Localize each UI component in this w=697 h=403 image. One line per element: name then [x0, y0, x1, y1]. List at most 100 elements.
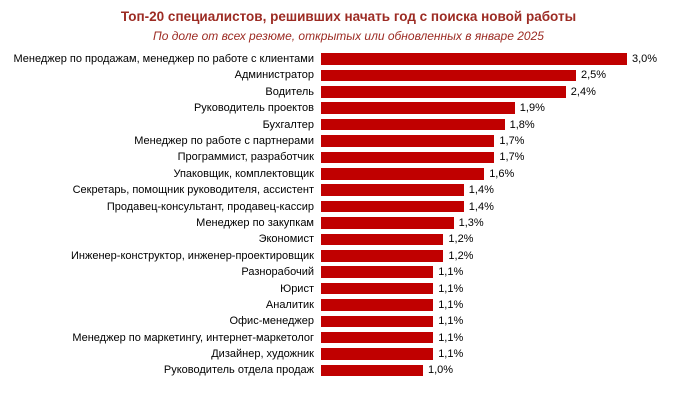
value-label: 1,4%	[468, 200, 494, 213]
chart-row: Руководитель отдела продаж 1,0%	[0, 362, 697, 378]
value-label: 1,1%	[438, 348, 464, 361]
bar	[321, 151, 495, 164]
chart-row: Бухгалтер 1,8%	[0, 116, 697, 132]
chart-row: Администратор 2,5%	[0, 67, 697, 83]
category-label: Менеджер по продажам, менеджер по работе…	[13, 53, 314, 66]
bar-zone: 1,7%	[321, 133, 697, 149]
bar-zone: 1,6%	[321, 166, 697, 182]
category-label: Юрист	[280, 282, 314, 295]
bar	[321, 168, 485, 180]
chart-row: Водитель 2,4%	[0, 84, 697, 100]
chart-row: Юрист 1,1%	[0, 280, 697, 296]
bar	[321, 200, 464, 213]
value-label: 1,9%	[519, 102, 545, 115]
category-label: Программист, разработчик	[177, 151, 314, 164]
bar	[321, 86, 566, 98]
chart-header: Топ-20 специалистов, решивших начать год…	[0, 0, 697, 43]
bar-zone: 1,1%	[321, 346, 697, 362]
value-label: 1,7%	[499, 135, 525, 148]
bar	[321, 315, 434, 328]
chart-row: Продавец-консультант, продавец-кассир 1,4…	[0, 198, 697, 214]
bar-zone: 1,1%	[321, 297, 697, 313]
bar	[321, 282, 434, 295]
bar	[321, 364, 423, 377]
chart-row: Упаковщик, комплектовщик 1,6%	[0, 166, 697, 182]
category-label: Аналитик	[265, 298, 314, 311]
category-label: Продавец-консультант, продавец-кассир	[106, 200, 314, 213]
bar	[321, 299, 434, 311]
category-label: Экономист	[258, 233, 314, 246]
value-label: 1,7%	[499, 151, 525, 164]
chart-subtitle: По доле от всех резюме, открытых или обн…	[153, 28, 544, 43]
chart-plot-area: Менеджер по продажам, менеджер по работе…	[0, 51, 697, 379]
value-label: 1,1%	[438, 331, 464, 344]
value-label: 1,1%	[438, 315, 464, 328]
bar-zone: 1,1%	[321, 264, 697, 280]
chart-row: Секретарь, помощник руководителя, ассист…	[0, 182, 697, 198]
category-label: Водитель	[265, 85, 314, 98]
bar-zone: 1,1%	[321, 313, 697, 329]
bar-zone: 1,2%	[321, 248, 697, 264]
bar	[321, 331, 434, 344]
bar	[321, 53, 627, 65]
value-label: 1,8%	[509, 118, 535, 131]
chart-row: Менеджер по закупкам 1,3%	[0, 215, 697, 231]
bar	[321, 250, 444, 262]
category-label: Секретарь, помощник руководителя, ассист…	[72, 184, 314, 197]
bar	[321, 233, 444, 246]
category-label: Менеджер по маркетингу, интернет-маркето…	[72, 331, 314, 344]
chart-row: Программист, разработчик 1,7%	[0, 149, 697, 165]
bar-zone: 3,0%	[321, 51, 697, 67]
bar	[321, 69, 576, 82]
bar-zone: 2,5%	[321, 67, 697, 83]
value-label: 1,1%	[438, 298, 464, 311]
value-label: 2,4%	[570, 85, 596, 98]
chart-row: Офис-менеджер 1,1%	[0, 313, 697, 329]
bar-zone: 1,2%	[321, 231, 697, 247]
bar-zone: 1,8%	[321, 116, 697, 132]
chart-row: Экономист 1,2%	[0, 231, 697, 247]
chart-row: Аналитик 1,1%	[0, 297, 697, 313]
bar-zone: 2,4%	[321, 84, 697, 100]
bar	[321, 348, 434, 360]
bar-zone: 1,9%	[321, 100, 697, 116]
bar	[321, 266, 434, 278]
value-label: 1,0%	[428, 364, 454, 377]
category-label: Руководитель отдела продаж	[163, 364, 314, 377]
bar-zone: 1,4%	[321, 198, 697, 214]
chart-row: Разнорабочий 1,1%	[0, 264, 697, 280]
chart-row: Инженер-конструктор, инженер-проектировщ…	[0, 248, 697, 264]
category-label: Разнорабочий	[241, 266, 314, 279]
chart-row: Менеджер по продажам, менеджер по работе…	[0, 51, 697, 67]
value-label: 3,0%	[632, 53, 658, 66]
category-label: Упаковщик, комплектовщик	[173, 167, 314, 180]
chart-row: Дизайнер, художник 1,1%	[0, 346, 697, 362]
chart-row: Менеджер по маркетингу, интернет-маркето…	[0, 330, 697, 346]
bar-zone: 1,4%	[321, 182, 697, 198]
bar-zone: 1,3%	[321, 215, 697, 231]
value-label: 1,3%	[458, 216, 484, 229]
bar-zone: 1,1%	[321, 330, 697, 346]
bar	[321, 217, 454, 229]
category-label: Менеджер по работе с партнерами	[134, 135, 314, 148]
bar	[321, 102, 515, 114]
bar	[321, 118, 505, 131]
value-label: 1,1%	[438, 266, 464, 279]
bar	[321, 135, 495, 147]
bar-zone: 1,7%	[321, 149, 697, 165]
category-label: Офис-менеджер	[229, 315, 314, 328]
bar-zone: 1,0%	[321, 362, 697, 378]
value-label: 1,2%	[448, 233, 474, 246]
value-label: 2,5%	[581, 69, 607, 82]
value-label: 1,4%	[468, 184, 494, 197]
bar-zone: 1,1%	[321, 280, 697, 296]
chart-row: Руководитель проектов 1,9%	[0, 100, 697, 116]
chart-title: Топ-20 специалистов, решивших начать год…	[120, 9, 577, 24]
category-label: Администратор	[234, 69, 314, 82]
category-label: Инженер-конструктор, инженер-проектировщ…	[71, 249, 314, 262]
value-label: 1,1%	[438, 282, 464, 295]
category-label: Руководитель проектов	[193, 102, 314, 115]
bar	[321, 184, 464, 196]
category-label: Дизайнер, художник	[211, 348, 314, 361]
